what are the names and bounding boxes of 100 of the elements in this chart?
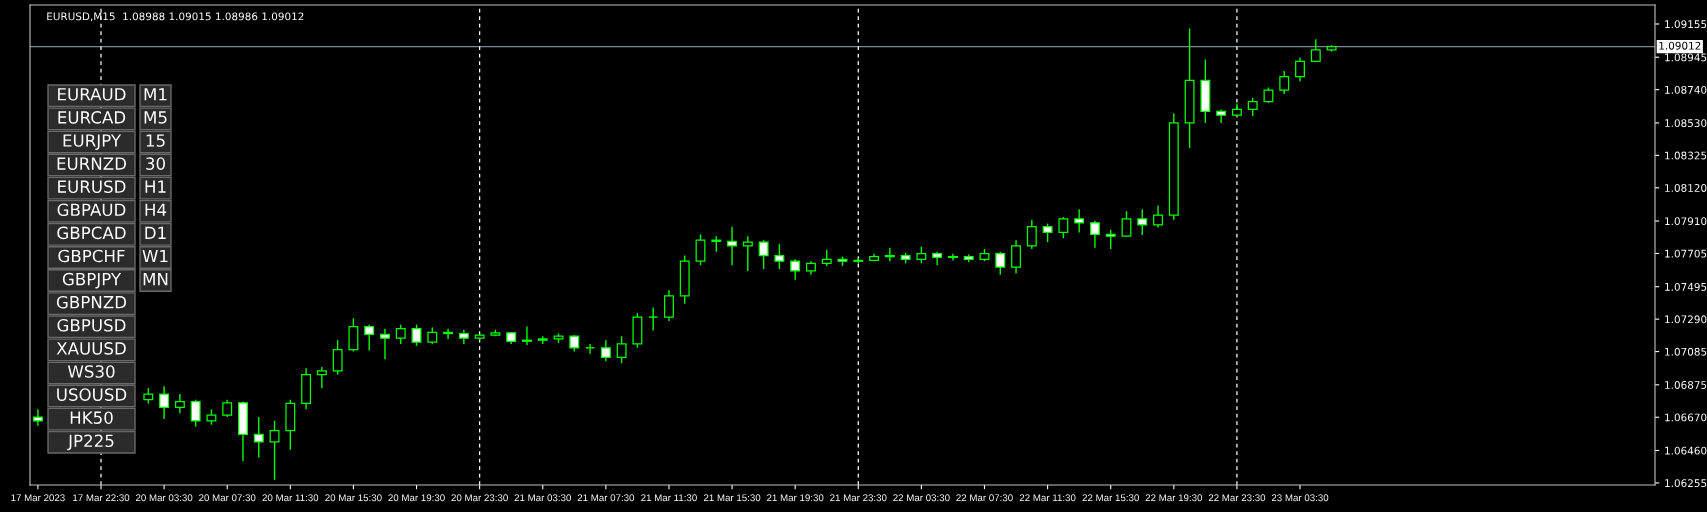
candlestick [1011,239,1022,275]
x-tick-label: 20 Mar 07:30 [199,494,256,502]
annotation: JP225 [67,434,114,451]
annotation: EURNZD [57,157,127,170]
candlestick [174,393,185,414]
annotation: GBPAUD [57,203,126,217]
x-tick-label: 20 Mar 11:30 [262,494,319,502]
x-tick-label: 21 Mar 19:30 [767,494,824,502]
text: EURUSD,M15 1.08988 1.09015 1.08986 1.09012 [47,12,304,22]
x-tick-label: 20 Mar 23:30 [451,494,508,502]
candlestick [1121,210,1132,237]
annotation: WS30 [67,365,115,378]
annotation: GBPCAD [57,226,126,240]
x-tick-label: 22 Mar 19:30 [1145,494,1203,502]
candlestick [1137,208,1148,236]
candlestick [1295,56,1305,82]
annotation: H1 [145,180,166,193]
y-tick-label: 1.08740 [1665,85,1707,94]
annotation: HK50 [70,411,113,424]
x-tick-label: 17 Mar 22:30 [73,494,130,502]
candlestick [332,339,343,376]
candlestick [727,226,738,266]
ref-line-label: 1.09012 [1659,41,1701,50]
y-tick-label: 1.08120 [1665,184,1707,192]
candlestick [411,323,422,347]
candlestick [663,289,674,322]
x-tick-label: 21 Mar 03:30 [514,494,572,502]
candlestick [159,385,170,420]
annotation: EURUSD [58,180,126,193]
y-tick-label: 1.08945 [1665,53,1707,62]
annotation: GBPNZD [56,295,127,309]
annotation: USOUSD [57,388,127,401]
annotation: EURJPY [63,134,122,150]
candlestick [884,247,895,262]
y-tick-label: 1.06875 [1665,381,1707,389]
annotation: W1 [142,249,168,263]
y-tick-label: 1.08325 [1665,151,1707,160]
candlestick [742,235,753,272]
x-tick-label: 21 Mar 11:30 [641,494,697,502]
candlestick [1105,229,1116,250]
candlestick [600,339,611,362]
candlestick [1279,70,1290,95]
candlestick [443,327,454,340]
candlestick [1216,108,1227,124]
x-tick-label: 21 Mar 15:30 [703,494,761,502]
x-tick-label: 22 Mar 15:30 [1082,494,1139,502]
x-tick-label: 17 Mar 2023 [11,494,65,502]
candlestick [1026,219,1037,250]
candlestick [522,325,532,346]
candlestick [1153,204,1163,229]
annotation: M5 [144,111,167,124]
x-tick-label: 23 Mar 03:30 [1271,494,1329,502]
y-tick-label: 1.08530 [1665,119,1707,128]
candlestick [348,317,359,353]
y-tick-label: 1.09155 [1665,20,1707,29]
x-tick-label: 21 Mar 07:30 [577,494,635,502]
candlestick [253,416,264,459]
y-tick-label: 1.06255 [1665,479,1707,488]
candlestick [774,243,785,270]
annotation: EURAUD [58,88,126,101]
candlestick [648,306,659,332]
annotation: D1 [145,226,166,239]
annotation: GBPJPY [62,272,122,289]
annotation: 30 [146,157,165,170]
x-tick-label: 22 Mar 03:30 [893,494,950,502]
candlestick [190,399,201,428]
annotation: EURCAD [58,111,126,124]
y-tick-label: 1.07290 [1665,315,1707,324]
candlestick [616,335,627,364]
candlestick [1247,97,1258,117]
annotation: GBPUSD [57,318,126,332]
x-tick-label: 21 Mar 23:30 [830,494,887,502]
y-tick-label: 1.07910 [1665,217,1707,226]
candlestick [1058,216,1069,239]
candlestick [1042,222,1053,243]
annotation: M1 [144,88,167,101]
candlestick [758,239,769,270]
candlestick [32,408,43,427]
candlestick [395,323,406,345]
y-tick-label: 1.06670 [1665,413,1707,422]
candlestick [316,366,327,389]
y-tick-label: 1.07495 [1665,282,1707,291]
candlestick [995,251,1006,276]
y-tick-label: 1.07705 [1665,249,1707,258]
candlestick [1089,220,1100,249]
x-tick-label: 20 Mar 19:30 [388,494,445,502]
candlestick [1074,208,1085,234]
x-tick-label: 20 Mar 15:30 [325,494,382,502]
annotation: 15 [146,134,165,147]
candlestick [380,327,390,361]
x-tick-label: 22 Mar 11:30 [1019,494,1076,502]
annotation: MN [143,273,168,286]
annotation: XAUUSD [56,342,126,355]
candlestick [269,420,280,481]
annotation: H4 [145,203,167,216]
x-tick-label: 22 Mar 07:30 [956,494,1013,502]
y-tick-label: 1.06460 [1665,446,1707,455]
x-tick-label: 22 Mar 23:30 [1208,494,1266,502]
candlestick [790,258,801,281]
candlestick [364,323,375,352]
